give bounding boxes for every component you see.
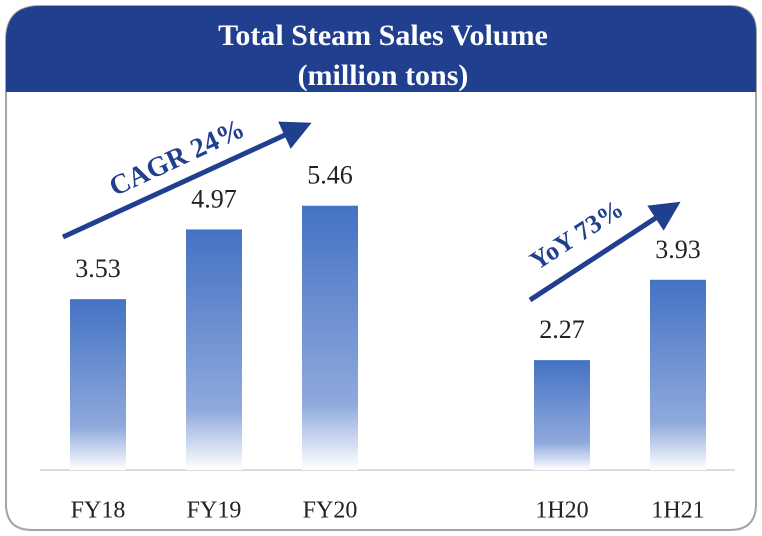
chart-title: Total Steam Sales Volume [218, 19, 548, 52]
data-label: 2.27 [539, 315, 585, 344]
bar [186, 229, 242, 470]
data-label: 3.93 [655, 235, 701, 264]
x-tick-label: FY18 [71, 498, 126, 524]
x-tick-label: 1H21 [651, 498, 704, 524]
data-label: 4.97 [191, 184, 237, 213]
bar [70, 299, 126, 470]
chart-subtitle: (million tons) [298, 59, 469, 92]
bar [534, 360, 590, 470]
data-label: 5.46 [307, 161, 353, 190]
yoy-arrow [528, 201, 681, 303]
header [6, 6, 756, 92]
x-tick-label: 1H20 [535, 498, 588, 524]
bar [302, 205, 358, 470]
bar [650, 279, 706, 470]
data-label: 3.53 [75, 254, 121, 283]
cagr-arrow [61, 121, 312, 240]
x-tick-label: FY20 [303, 498, 358, 524]
x-tick-label: FY19 [187, 498, 242, 524]
